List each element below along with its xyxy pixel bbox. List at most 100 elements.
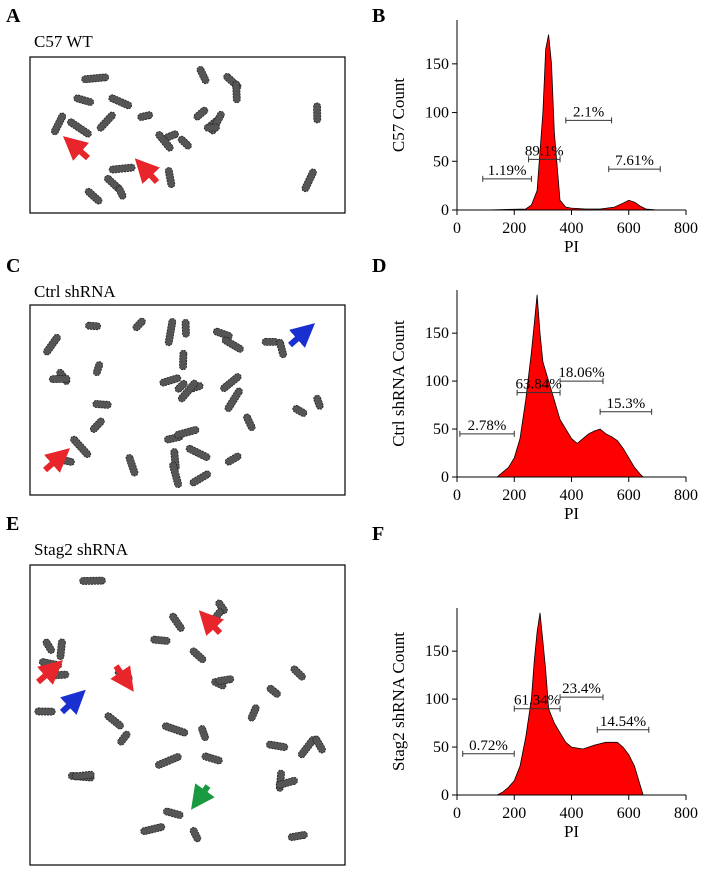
chromosome	[162, 807, 184, 819]
chromosome	[212, 327, 233, 340]
chromosome	[169, 461, 183, 489]
x-tick-label: 200	[502, 220, 526, 237]
chromosome	[266, 684, 281, 698]
y-axis-label: Stag2 shRNA Count	[389, 632, 408, 771]
chromosome	[48, 374, 71, 384]
chromosome	[89, 417, 105, 433]
gate	[596, 726, 650, 733]
panel-letter: E	[6, 513, 19, 535]
chromosome	[81, 73, 110, 84]
gate-label: 18.06%	[558, 365, 604, 381]
x-axis-label: PI	[564, 237, 579, 256]
chromosome	[79, 576, 106, 585]
gate-label: 23.4%	[562, 681, 601, 697]
gate-label: 0.72%	[469, 738, 508, 754]
x-tick-label: 800	[674, 487, 698, 504]
chromosome	[215, 599, 228, 615]
chromosome	[312, 735, 326, 754]
y-tick-label: 0	[441, 202, 449, 219]
panel-letter: A	[6, 5, 21, 27]
gate	[559, 378, 604, 385]
chromosome	[201, 752, 223, 765]
x-tick-label: 400	[560, 487, 584, 504]
x-tick-label: 200	[502, 487, 526, 504]
chromosome	[50, 112, 67, 136]
x-tick-label: 400	[560, 220, 584, 237]
panel-letter: F	[372, 523, 384, 545]
chromosome	[189, 827, 202, 843]
x-tick-label: 600	[617, 220, 641, 237]
y-axis-label: Ctrl shRNA Count	[389, 320, 408, 447]
chromosome	[70, 435, 92, 458]
chromosome	[275, 776, 298, 789]
chromosome	[117, 730, 131, 746]
chromosome	[287, 831, 308, 841]
gate	[516, 389, 561, 396]
chromosome	[177, 135, 192, 150]
panel-title: Ctrl shRNA	[34, 282, 116, 301]
chromosome	[161, 722, 189, 737]
chromosome	[137, 111, 154, 121]
y-tick-label: 150	[425, 325, 449, 342]
chromosome	[93, 361, 104, 377]
chromosome	[276, 338, 287, 359]
panel-letter: C	[6, 255, 20, 277]
chromosome	[43, 333, 61, 356]
chromosome	[215, 675, 235, 685]
chromosome	[73, 94, 95, 106]
panel-letter: D	[372, 255, 386, 277]
image-frame	[29, 564, 346, 866]
x-tick-label: 600	[617, 805, 641, 822]
gate-label: 15.3%	[607, 396, 646, 412]
y-tick-label: 100	[425, 373, 449, 390]
y-tick-label: 150	[425, 56, 449, 73]
gate-label: 2.78%	[468, 418, 507, 434]
arrows	[36, 136, 316, 810]
chromosome	[150, 635, 171, 645]
chromosome	[34, 707, 56, 716]
y-tick-label: 100	[425, 691, 449, 708]
chromosome	[189, 470, 211, 487]
chromosome	[174, 426, 200, 439]
chromosome	[115, 185, 127, 200]
y-tick-label: 50	[433, 739, 449, 756]
x-tick-label: 600	[617, 487, 641, 504]
chromosome	[261, 337, 279, 346]
gate-label: 2.1%	[573, 104, 604, 120]
chromosome	[164, 167, 176, 189]
chromosome	[104, 712, 124, 730]
chromosome	[92, 400, 112, 409]
histogram-area	[496, 294, 645, 478]
chromosome	[56, 638, 66, 661]
gate-label: 14.54%	[600, 714, 646, 730]
chromosome	[266, 740, 289, 751]
chromosome	[243, 413, 256, 432]
gate	[462, 750, 515, 757]
chromosome	[108, 94, 133, 110]
gate-label: 7.61%	[615, 153, 654, 169]
chromosome	[164, 318, 177, 347]
panel-letter: B	[372, 5, 385, 27]
gate	[608, 166, 661, 173]
y-axis-label: C57 Count	[389, 78, 408, 152]
chromosome	[181, 318, 190, 338]
panel-title: Stag2 shRNA	[34, 540, 129, 559]
chromosome	[203, 123, 220, 132]
chromosome	[169, 612, 185, 632]
chromosome	[125, 454, 139, 477]
chromosome	[179, 349, 188, 371]
chromosome	[224, 452, 242, 466]
chromosome	[196, 65, 210, 85]
chromosome	[71, 770, 95, 781]
y-tick-label: 50	[433, 153, 449, 170]
chromosome	[177, 379, 199, 403]
chromosome	[301, 168, 317, 193]
chromosome	[42, 638, 55, 654]
x-tick-label: 0	[453, 220, 461, 237]
y-tick-label: 150	[425, 643, 449, 660]
chromosome	[220, 373, 242, 393]
chromosome	[174, 379, 188, 393]
gate	[565, 117, 613, 124]
x-tick-label: 0	[453, 805, 461, 822]
chromosome	[85, 321, 102, 331]
